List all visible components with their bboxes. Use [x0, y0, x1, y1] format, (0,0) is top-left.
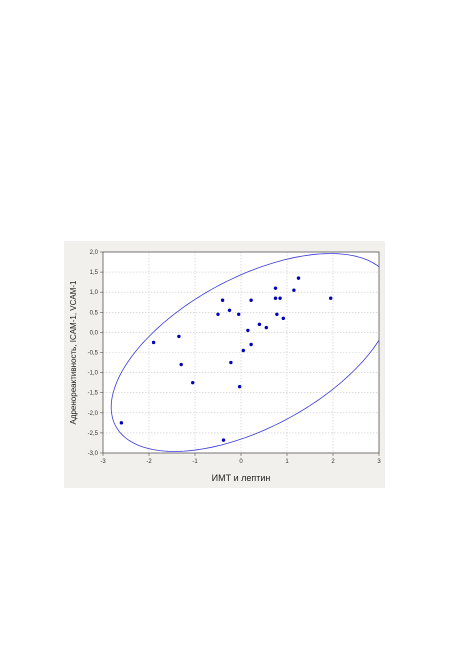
- data-point: [264, 325, 268, 330]
- y-axis-ticks: 2,0 1,5 1,0 0,5 0,0 -0,5 -1,0 -1,5 -2,0 -2,5 -3,0: [88, 250, 103, 457]
- data-point: [257, 322, 262, 327]
- y-tick-label: -3,0: [88, 451, 99, 457]
- data-point: [273, 286, 278, 290]
- y-tick-label: 1,5: [90, 270, 99, 276]
- confidence-ellipse: [110, 253, 379, 452]
- y-axis-label: Адренореактивность, ICAM-1, VCAM-1: [69, 280, 78, 425]
- x-tick-label: 2: [331, 459, 335, 465]
- data-point: [275, 312, 279, 317]
- y-tick-label: 0,0: [90, 330, 99, 336]
- data-point: [220, 298, 225, 302]
- data-point: [191, 380, 195, 385]
- y-tick-label: -2,0: [88, 411, 99, 417]
- data-point: [216, 312, 220, 317]
- y-tick-label: -1,0: [88, 371, 99, 377]
- data-point: [151, 340, 156, 345]
- x-tick-label: -1: [192, 459, 198, 465]
- data-point: [249, 342, 253, 347]
- data-points: [119, 276, 333, 442]
- data-point: [292, 288, 296, 292]
- data-point: [329, 296, 333, 300]
- x-axis-label: ИМТ и лептин: [212, 473, 271, 483]
- y-tick-label: -2,5: [88, 431, 99, 437]
- grid: [102, 251, 380, 454]
- data-point: [296, 276, 301, 280]
- x-tick-label: -3: [100, 459, 106, 465]
- data-point: [177, 334, 181, 339]
- data-point: [246, 328, 250, 333]
- data-point: [221, 438, 226, 442]
- data-point: [227, 308, 232, 312]
- y-tick-label: 1,0: [90, 290, 99, 296]
- data-point: [237, 384, 242, 389]
- chart-figure: -3 -2 -1 0 1 2 3 2,0 1,5 1,0 0,5 0,0 -0,5 -1,0 -1,5 -2…: [64, 241, 385, 488]
- confidence-ellipse-layer: [110, 253, 379, 452]
- data-point: [281, 316, 286, 321]
- data-point: [273, 296, 278, 300]
- data-point: [229, 360, 233, 365]
- x-tick-label: -2: [146, 459, 152, 465]
- y-tick-label: 0,5: [90, 310, 99, 316]
- scatter-chart: -3 -2 -1 0 1 2 3 2,0 1,5 1,0 0,5 0,0 -0,5 -1,0 -1,5 -2…: [69, 250, 381, 483]
- x-tick-label: 3: [377, 459, 381, 465]
- x-tick-label: 1: [285, 459, 289, 465]
- data-point: [241, 348, 245, 353]
- data-point: [278, 296, 282, 300]
- y-tick-label: -0,5: [88, 351, 99, 357]
- data-point: [249, 298, 253, 302]
- x-tick-label: 0: [239, 459, 243, 465]
- y-tick-label: 2,0: [90, 250, 99, 256]
- data-point: [237, 312, 241, 317]
- data-point: [179, 362, 183, 367]
- y-tick-label: -1,5: [88, 391, 99, 397]
- data-point: [119, 421, 124, 425]
- x-axis-ticks: -3 -2 -1 0 1 2 3: [100, 453, 381, 465]
